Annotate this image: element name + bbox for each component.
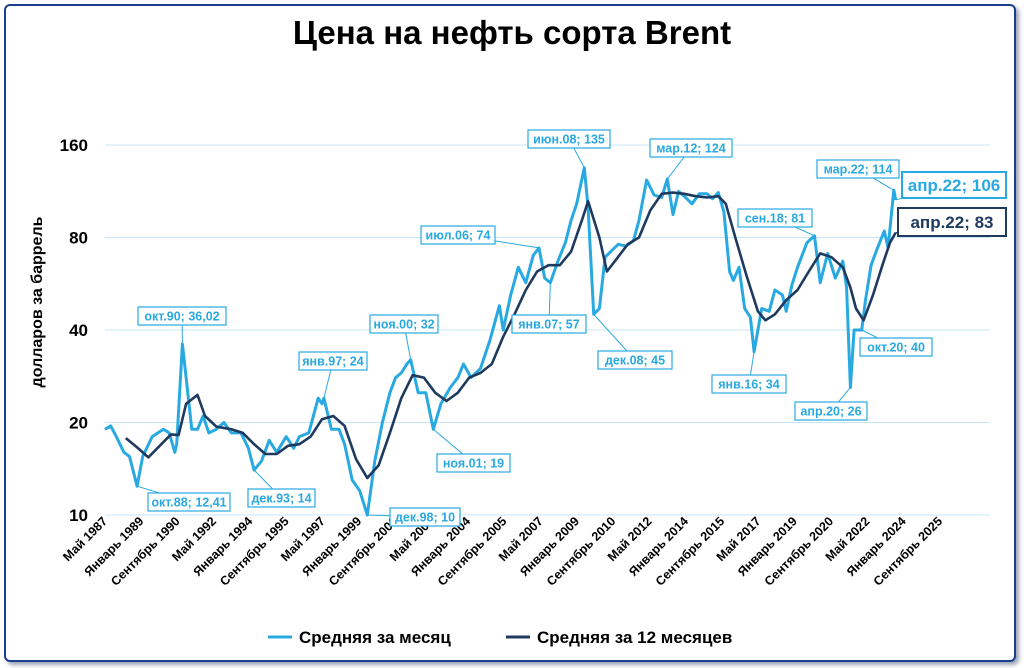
annotation-box <box>389 507 461 527</box>
annotation-label: июн.08; 135 <box>533 133 605 147</box>
y-axis-ticks: 10 20 40 80 160 <box>60 136 88 525</box>
chart-title: Цена на нефть сорта Brent <box>292 14 732 51</box>
annotation-box <box>527 129 611 149</box>
annotation-box <box>511 314 587 334</box>
y-tick-label: 80 <box>69 229 88 248</box>
annotation-label: мар.12; 124 <box>656 142 726 156</box>
annotations: окт.88; 12,41 окт.90; 36,02 дек.93; 14 янв.… <box>136 129 1007 527</box>
annotation-label: ноя.01; 19 <box>443 457 504 471</box>
annotation-box <box>369 314 439 334</box>
annotation-label: окт.88; 12,41 <box>151 496 226 510</box>
annotation-label: сен.18; 81 <box>745 212 805 226</box>
annotation-label: окт.90; 36,02 <box>144 310 219 324</box>
annotation-box <box>794 401 868 421</box>
annotation-label: дек.93; 14 <box>251 492 311 506</box>
y-tick-label: 20 <box>69 414 88 433</box>
legend-label-1: Средняя за месяц <box>299 628 451 647</box>
annotation-box <box>298 351 368 371</box>
annotation-box <box>711 374 787 394</box>
legend: Средняя за месяц Средняя за 12 месяцев <box>268 628 732 647</box>
y-tick-label: 40 <box>69 321 88 340</box>
annotation-label: янв.07; 57 <box>518 318 579 332</box>
annotation-box <box>247 488 316 508</box>
annotation-label: апр.22; 83 <box>910 213 993 232</box>
annotation-box <box>649 138 733 158</box>
annotation-box <box>436 453 511 473</box>
x-tick-label: Сентябрь 2025 <box>871 514 945 588</box>
annotation-label: окт.20; 40 <box>867 341 925 355</box>
annotation-box <box>897 207 1007 237</box>
annotation-box <box>137 306 227 326</box>
annotation-label: янв.97; 24 <box>302 355 363 369</box>
y-tick-label: 10 <box>69 506 88 525</box>
annotation-label: мар.22; 114 <box>824 163 893 177</box>
annotation-label: янв.16; 34 <box>718 378 779 392</box>
annotation-label: ноя.00; 32 <box>373 318 434 332</box>
series-lines <box>104 166 898 517</box>
series-line-2 <box>124 191 897 480</box>
annotation-box <box>737 208 813 228</box>
annotation-box <box>816 159 900 179</box>
annotation-box <box>901 171 1007 199</box>
annotation-label: дек.08; 45 <box>605 354 665 368</box>
annotation-box <box>597 350 673 370</box>
y-axis-label: долларов за баррель <box>29 216 46 387</box>
annotation-label: июл.06; 74 <box>426 229 491 243</box>
annotation-label: апр.22; 106 <box>908 176 1001 195</box>
annotation-label: дек.98; 10 <box>395 511 455 525</box>
annotation-box <box>420 225 496 245</box>
annotation-label: апр.20; 26 <box>800 405 861 419</box>
annotation-box <box>859 337 933 357</box>
legend-label-2: Средняя за 12 месяцев <box>537 628 732 647</box>
y-tick-label: 160 <box>60 136 88 155</box>
series-line-1 <box>104 166 898 517</box>
annotation-box <box>147 492 231 512</box>
